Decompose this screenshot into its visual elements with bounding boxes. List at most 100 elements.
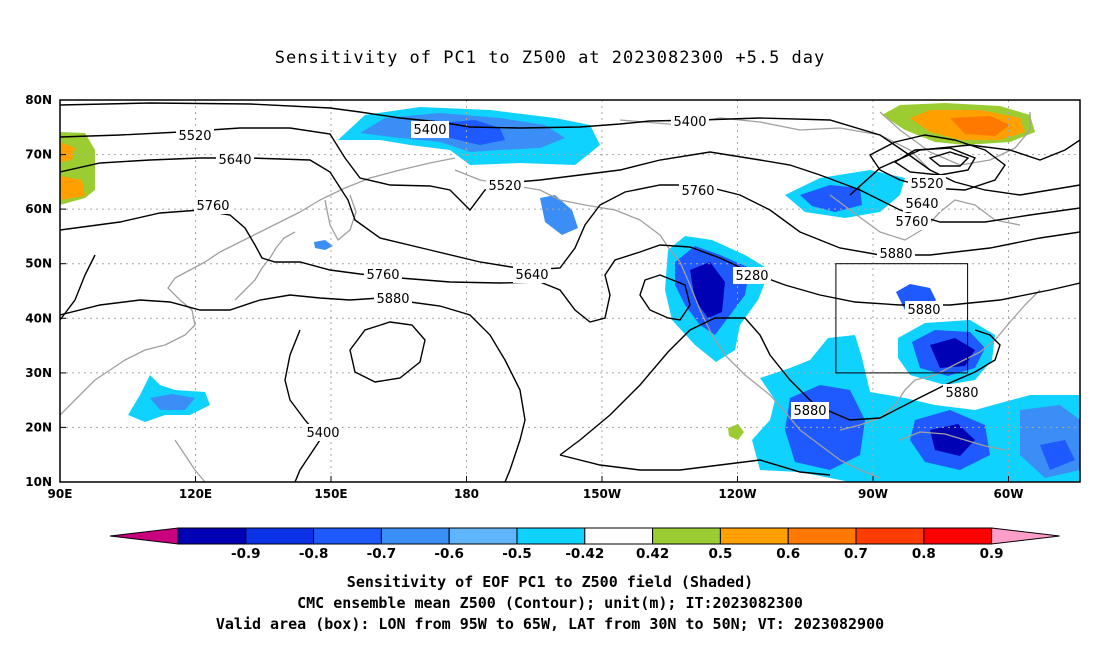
contour-label: 5880 — [905, 301, 943, 318]
shade-greenland-core — [950, 116, 1010, 136]
colorbar-label: -0.8 — [299, 546, 329, 562]
svg-text:5760: 5760 — [681, 184, 714, 199]
contour-5760 — [60, 209, 1080, 323]
contour-label: 5760 — [194, 197, 232, 214]
colorbar-label: -0.42 — [565, 546, 604, 562]
colorbar-segment — [719, 527, 789, 545]
colorbar-segment — [245, 527, 315, 545]
shade-west-edge-mid2 — [60, 176, 85, 200]
contour-label: 5520 — [908, 175, 946, 192]
contour-label: 5880 — [791, 402, 829, 419]
svg-text:5880: 5880 — [945, 386, 978, 401]
contour-5880-east — [559, 317, 1001, 456]
colorbar-segment — [923, 527, 993, 545]
caption-contour: CMC ensemble mean Z500 (Contour); unit(m… — [297, 594, 803, 612]
lon-label: 120E — [179, 487, 212, 501]
contour-5880-bottom — [559, 454, 831, 476]
colorbar-label: -0.9 — [231, 546, 261, 562]
colorbar-segment — [652, 527, 721, 545]
svg-text:5760: 5760 — [895, 215, 928, 230]
colorbar-label: 0.8 — [912, 546, 936, 562]
coastline-asia — [60, 157, 456, 416]
contour-label: 5640 — [216, 151, 254, 168]
lon-label: 180 — [454, 487, 479, 501]
shade-west-coast-core — [690, 262, 725, 318]
svg-text:5400: 5400 — [413, 123, 446, 138]
shade-small-pacific — [314, 240, 333, 250]
svg-text:5640: 5640 — [515, 268, 548, 283]
contour-5280 — [868, 134, 1006, 191]
contour-label: 5760 — [364, 266, 402, 283]
contour-5400 — [60, 102, 1080, 196]
plot-frame — [59, 99, 1081, 483]
contour-label: 5400 — [411, 121, 449, 138]
coastline-kamchatka — [324, 194, 357, 241]
contour-label: 5640 — [903, 195, 941, 212]
svg-text:5880: 5880 — [907, 303, 940, 318]
svg-text:5760: 5760 — [366, 268, 399, 283]
lat-label: 80N — [25, 93, 52, 107]
svg-text:5400: 5400 — [673, 115, 706, 130]
svg-text:5400: 5400 — [306, 426, 339, 441]
colorbar-label: 0.42 — [636, 546, 669, 562]
map-title: Sensitivity of PC1 to Z500 at 2023082300… — [274, 48, 826, 68]
colorbar-segment — [313, 527, 382, 545]
colorbar-label: -0.5 — [502, 546, 532, 562]
shade-central-america-green — [728, 424, 744, 440]
lat-label: 50N — [25, 257, 52, 271]
lat-label: 10N — [25, 475, 52, 489]
colorbar-label: 0.7 — [844, 546, 868, 562]
colorbar-end-low — [109, 527, 179, 545]
coastline-west-na — [679, 261, 881, 479]
colorbar: -0.9 -0.8 -0.7 -0.6 -0.5 -0.42 0.42 0.5 0.6 0.7 0.… — [109, 527, 1060, 562]
colorbar-label: -0.7 — [367, 546, 397, 562]
colorbar-segment — [380, 527, 450, 545]
shade-caribbean-east-core — [1040, 440, 1075, 470]
lat-label: 40N — [25, 311, 52, 325]
contour-label: 5760 — [679, 182, 717, 199]
shade-hudson-core — [800, 185, 862, 212]
shade-caribbean-core — [930, 424, 975, 456]
colorbar-label: 0.9 — [980, 546, 1004, 562]
colorbar-label: -0.6 — [434, 546, 464, 562]
svg-text:5880: 5880 — [376, 292, 409, 307]
shade-east-asia-mid — [150, 394, 195, 410]
lon-label: 150E — [314, 487, 347, 501]
shade-west-edge-mid — [60, 142, 75, 162]
colorbar-segment — [787, 527, 857, 545]
captions: Sensitivity of EOF PC1 to Z500 field (Sh… — [0, 572, 1100, 635]
contour-5040 — [928, 151, 970, 167]
contour-5880-high — [349, 321, 426, 383]
contour-label: 5520 — [486, 177, 524, 194]
coastline-sea-asia — [174, 439, 206, 482]
colorbar-segment — [177, 527, 247, 545]
contour-5760-low — [639, 274, 691, 321]
lat-label: 60N — [25, 202, 52, 216]
colorbar-segment — [516, 527, 586, 545]
lon-label: 60W — [994, 487, 1024, 501]
colorbar-end-high — [991, 527, 1060, 545]
lat-label: 20N — [25, 420, 52, 434]
contour-label: 5400 — [671, 113, 709, 130]
svg-text:5640: 5640 — [218, 153, 251, 168]
sensitivity-shading — [60, 103, 1080, 482]
svg-text:5760: 5760 — [196, 199, 229, 214]
shade-alaska-gulf — [540, 195, 578, 235]
contour-5880-left — [284, 329, 321, 439]
lon-label: 120W — [718, 487, 756, 501]
contour-5880 — [60, 294, 526, 482]
svg-text:5880: 5880 — [879, 247, 912, 262]
svg-text:5520: 5520 — [910, 177, 943, 192]
coastline-caribbean — [899, 431, 1006, 451]
coastline-japan — [234, 231, 296, 301]
colorbar-segment — [855, 527, 925, 545]
contour-label: 5520 — [176, 127, 214, 144]
svg-text:5880: 5880 — [793, 404, 826, 419]
colorbar-segment — [448, 527, 518, 545]
svg-text:5520: 5520 — [178, 129, 211, 144]
z500-contours — [60, 102, 1080, 482]
shade-north-pacific-core — [440, 120, 505, 145]
svg-text:5280: 5280 — [735, 269, 768, 284]
